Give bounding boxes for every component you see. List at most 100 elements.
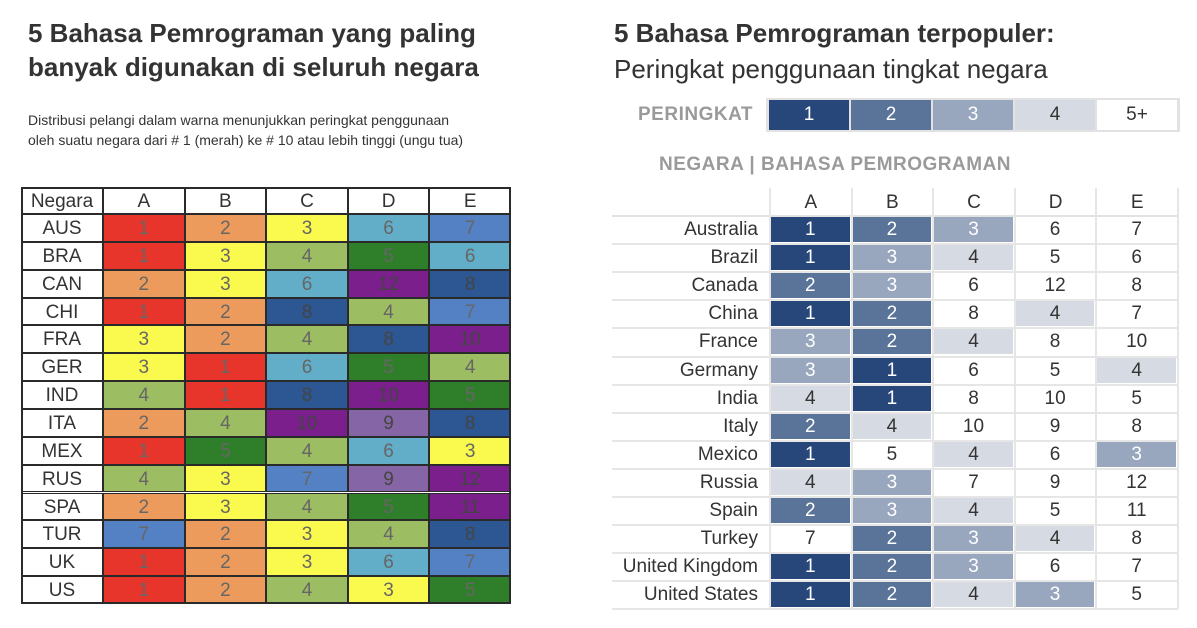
right-heat-cell: 12 [1015,273,1095,299]
right-heat-cell: 3 [934,526,1013,552]
right-heat-cell: 7 [1097,301,1176,327]
right-row-label: Canada [691,275,758,297]
right-heat-cell: 3 [852,245,932,271]
right-heat-cell: 6 [934,357,1013,383]
left-row-label: US [21,576,103,604]
left-row-label: ITA [21,408,103,437]
right-heat-cell: 4 [934,441,1013,467]
right-heat-cell: 7 [1097,554,1176,580]
left-heat-cell: 4 [266,576,348,604]
left-heat-cell: 7 [429,297,511,326]
right-chart-title: 5 Bahasa Pemrograman terpopuler: [614,18,1055,48]
right-heat-cell: 1 [771,217,850,243]
left-heat-cell: 7 [429,214,511,242]
left-heat-cell: 4 [266,325,348,354]
right-heat-cell: 3 [934,554,1013,580]
left-row-label: CHI [21,297,103,326]
left-heat-cell: 4 [347,297,430,326]
right-heat-cell: 4 [934,329,1013,355]
right-heat-cell: 8 [1097,526,1176,552]
right-heat-cell: 4 [771,469,850,495]
left-row-label: FRA [21,325,103,354]
right-heat-cell: 3 [852,498,932,524]
left-heat-cell: 8 [429,520,511,549]
right-col-header: A [804,192,818,213]
right-row-label: India [716,387,758,409]
right-heat-cell: 4 [934,582,1013,608]
right-col-separator [1013,188,1016,610]
left-heat-cell: 5 [429,576,511,604]
right-heat-cell: 3 [1097,441,1176,467]
right-row-label: Russia [699,471,758,493]
left-heat-cell: 1 [184,381,267,409]
left-heat-cell: 1 [103,576,185,604]
left-heat-cell: 4 [266,241,348,270]
right-row-label: Germany [679,359,758,381]
right-heat-cell: 2 [771,413,850,439]
left-heat-cell: 3 [184,464,267,493]
left-title-line1: 5 Bahasa Pemrograman yang paling [28,18,476,48]
left-heat-cell: 1 [103,241,185,270]
legend-swatch: 3 [933,100,1013,130]
right-col-separator [1177,188,1179,610]
legend-swatch: 4 [1015,100,1095,130]
left-heat-cell: 6 [347,214,430,242]
left-heat-cell: 7 [429,548,511,577]
left-subtitle-line2: oleh suatu negara dari # 1 (merah) ke # … [28,132,464,148]
left-heat-cell: 6 [266,269,348,298]
right-col-header: B [886,192,899,213]
right-row-label: Brazil [710,247,758,269]
right-heat-cell: 1 [771,441,850,467]
left-row-label: AUS [21,214,103,242]
right-heat-cell: 8 [1097,413,1176,439]
right-heat-cell: 2 [852,301,932,327]
right-heat-cell: 2 [852,554,932,580]
right-col-header: C [967,192,981,213]
right-row-rule [612,608,1178,611]
left-row-label: BRA [21,241,103,270]
right-row-rule [612,411,1178,414]
left-col-header: B [184,187,267,214]
right-heat-cell: 11 [1097,498,1176,524]
left-heat-cell: 1 [103,548,185,577]
right-heat-cell: 3 [852,273,932,299]
left-heat-cell: 4 [429,353,511,382]
left-heat-cell: 12 [347,269,430,298]
right-col-header: D [1048,192,1063,213]
left-heat-cell: 4 [347,520,430,549]
left-heat-cell: 5 [347,492,430,521]
left-heat-cell: 3 [184,269,267,298]
right-row-label: China [708,303,758,325]
right-col-separator [850,188,853,610]
right-row-rule [612,243,1178,246]
right-heat-cell: 8 [934,301,1013,327]
right-heat-cell: 1 [771,245,850,271]
right-heat-cell: 4 [934,245,1013,271]
right-heat-cell: 2 [771,273,850,299]
right-heat-cell: 4 [852,413,932,439]
right-heat-cell: 7 [934,469,1013,495]
left-row-label: IND [21,381,103,409]
left-title-line2: banyak digunakan di seluruh negara [28,52,479,82]
left-heat-cell: 5 [347,353,430,382]
right-heat-cell: 10 [1097,329,1176,355]
left-heat-cell: 8 [429,408,511,437]
right-row-rule [612,327,1178,330]
left-heat-cell: 2 [184,214,267,242]
right-heat-cell: 7 [1097,217,1176,243]
left-heat-cell: 3 [184,241,267,270]
left-heat-cell: 7 [266,464,348,493]
left-heat-cell: 12 [429,464,511,493]
left-heat-cell: 3 [266,520,348,549]
right-heat-cell: 10 [934,413,1013,439]
left-heat-cell: 3 [103,353,185,382]
right-row-rule [612,383,1178,386]
right-heat-cell: 7 [771,526,850,552]
right-heat-cell: 2 [852,526,932,552]
left-heat-cell: 10 [347,381,430,409]
right-heat-cell: 2 [852,329,932,355]
left-row-label: CAN [21,269,103,298]
right-heat-cell: 3 [1015,582,1095,608]
right-row-rule [612,271,1178,274]
right-row-label: United States [643,584,758,606]
